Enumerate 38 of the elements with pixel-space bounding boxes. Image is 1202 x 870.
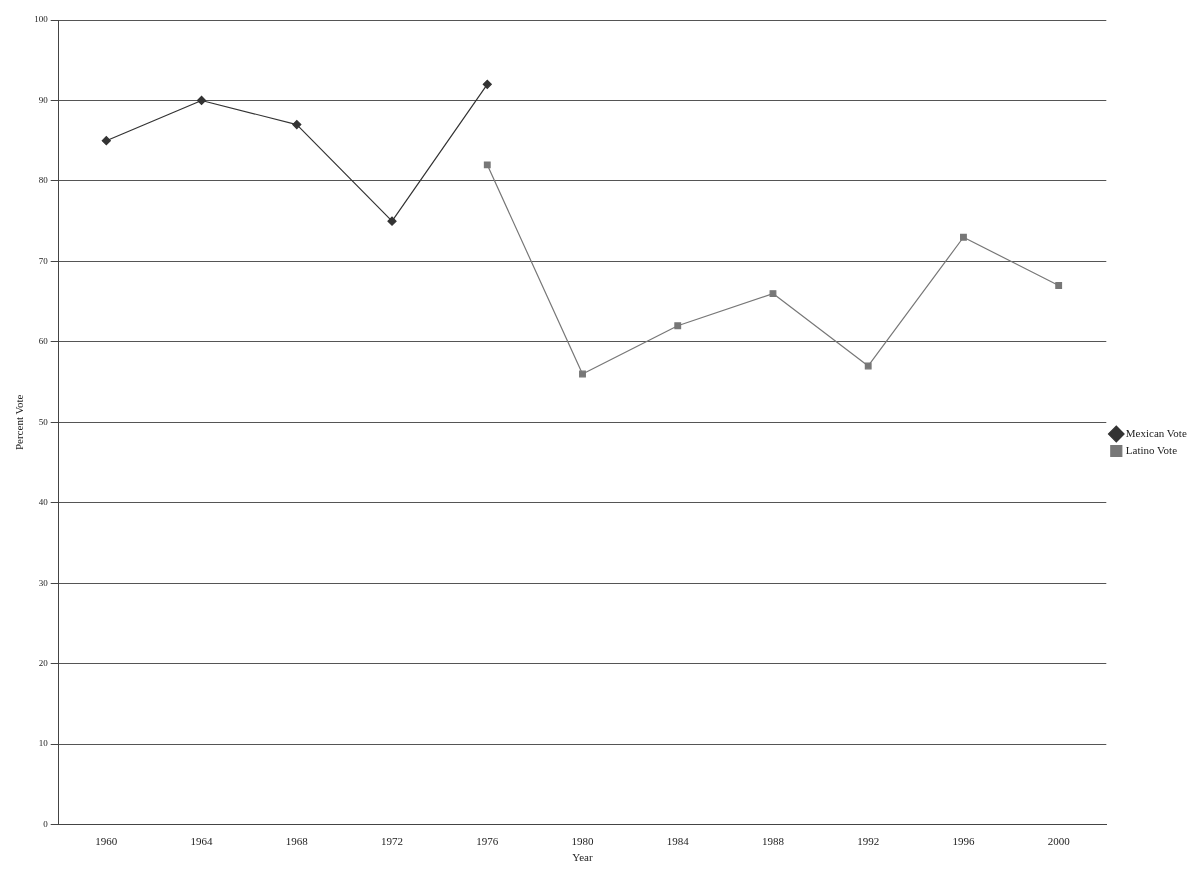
x-tick-label: 1980 <box>571 835 594 848</box>
y-tick-label: 30 <box>38 577 49 588</box>
x-tick-label: 1988 <box>761 835 785 848</box>
point <box>674 322 682 330</box>
point <box>387 216 397 226</box>
y-tick-label: 60 <box>38 336 49 347</box>
point <box>292 120 302 130</box>
y-tick-label: 40 <box>38 497 49 508</box>
x-tick-label: 1984 <box>666 835 690 848</box>
point <box>960 233 967 241</box>
x-tick-label: 1996 <box>952 835 975 848</box>
point <box>1055 282 1063 289</box>
point <box>196 95 207 106</box>
x-tick-label: 1972 <box>381 835 404 848</box>
point <box>864 362 872 370</box>
y-tick-label: 100 <box>34 14 49 25</box>
y-tick-label: 80 <box>38 175 49 186</box>
legend-label: Latino Vote <box>1125 443 1178 456</box>
point <box>769 290 777 297</box>
point <box>101 136 111 146</box>
x-tick-label: 1964 <box>190 835 214 848</box>
x-tick-label: 1992 <box>857 835 880 848</box>
y-tick-label: 90 <box>38 94 49 105</box>
x-tick-label: 1960 <box>95 835 118 848</box>
y-tick-label: 0 <box>43 818 49 829</box>
legend-label: Mexican Vote <box>1125 426 1187 439</box>
x-tick-label: 1968 <box>285 835 309 848</box>
y-tick-label: 50 <box>38 416 49 427</box>
y-axis-title: Percent Vote <box>13 394 26 451</box>
x-tick-label: 1976 <box>476 835 499 848</box>
x-axis-title: Year <box>572 851 593 864</box>
y-tick-label: 20 <box>38 658 49 669</box>
y-tick-label: 10 <box>38 738 49 749</box>
x-tick-label: 2000 <box>1047 835 1071 848</box>
point <box>483 161 491 169</box>
point <box>482 79 492 89</box>
point <box>579 370 586 378</box>
y-tick-label: 70 <box>38 255 49 266</box>
